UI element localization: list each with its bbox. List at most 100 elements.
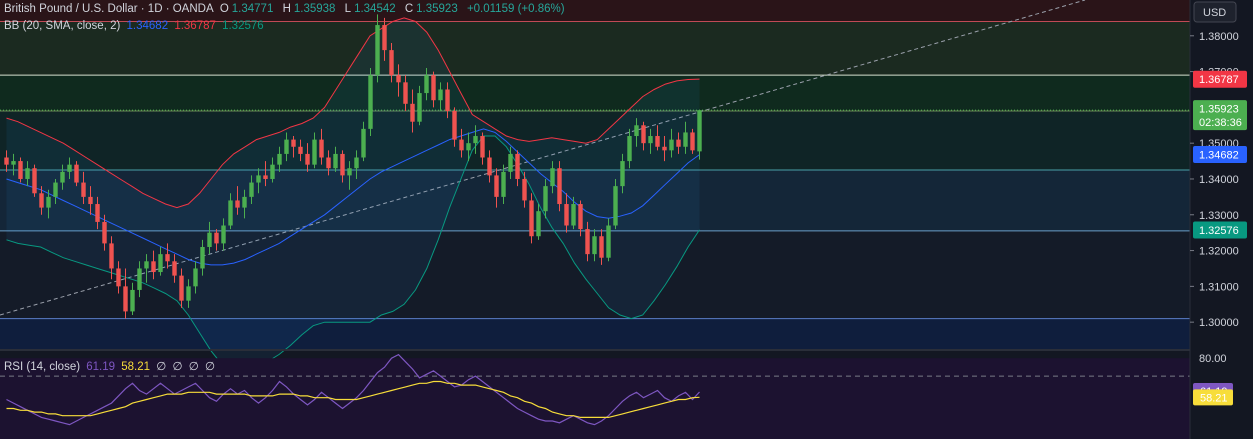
candle[interactable]	[263, 161, 268, 187]
candle[interactable]	[74, 161, 79, 187]
price-axis[interactable]: USD1.380001.370001.350001.340001.330001.…	[1189, 0, 1253, 439]
candle[interactable]	[312, 132, 317, 169]
candle[interactable]	[18, 157, 23, 183]
candle[interactable]	[102, 214, 107, 251]
candle[interactable]	[11, 153, 16, 176]
candle[interactable]	[144, 254, 149, 283]
candle[interactable]	[270, 157, 275, 183]
candle[interactable]	[137, 261, 142, 298]
price-badge[interactable]	[1193, 221, 1247, 239]
candle[interactable]	[228, 193, 233, 230]
rsi-badge[interactable]	[1193, 389, 1233, 406]
candle[interactable]	[431, 71, 436, 108]
candle[interactable]	[368, 68, 373, 137]
candle[interactable]	[613, 178, 618, 230]
candle[interactable]	[116, 261, 121, 294]
candle[interactable]	[410, 89, 415, 133]
candle[interactable]	[403, 75, 408, 111]
candle[interactable]	[165, 243, 170, 269]
candle[interactable]	[676, 132, 681, 154]
candle[interactable]	[235, 186, 240, 215]
candle[interactable]	[690, 128, 695, 154]
candle[interactable]	[326, 150, 331, 176]
candle[interactable]	[585, 221, 590, 262]
candle[interactable]	[648, 128, 653, 154]
candle[interactable]	[599, 229, 604, 265]
candlestick-series[interactable]	[4, 14, 702, 319]
price-badge[interactable]	[1193, 100, 1247, 131]
candle[interactable]	[361, 121, 366, 162]
candle[interactable]	[81, 171, 86, 205]
candle[interactable]	[375, 14, 380, 83]
candle[interactable]	[473, 125, 478, 154]
candle[interactable]	[620, 153, 625, 194]
candle[interactable]	[298, 139, 303, 162]
candle[interactable]	[123, 268, 128, 319]
candle[interactable]	[88, 186, 93, 215]
candle[interactable]	[207, 221, 212, 255]
candle[interactable]	[46, 189, 51, 219]
candle[interactable]	[550, 161, 555, 194]
price-badge[interactable]	[1193, 146, 1247, 164]
price-badge[interactable]	[1193, 70, 1247, 88]
candle[interactable]	[221, 218, 226, 251]
candle[interactable]	[95, 196, 100, 230]
candle[interactable]	[67, 157, 72, 179]
candle[interactable]	[417, 85, 422, 126]
candle[interactable]	[424, 68, 429, 101]
candle[interactable]	[333, 146, 338, 172]
candle[interactable]	[697, 109, 702, 160]
candle[interactable]	[60, 164, 65, 190]
candle[interactable]	[494, 168, 499, 208]
candle[interactable]	[515, 150, 520, 187]
candle[interactable]	[172, 254, 177, 283]
rsi-legend[interactable]: RSI (14, close) 61.19 58.21 ∅ ∅ ∅ ∅	[4, 359, 218, 373]
candle[interactable]	[543, 178, 548, 219]
candle[interactable]	[4, 150, 9, 172]
candle[interactable]	[158, 246, 163, 276]
candle[interactable]	[389, 42, 394, 83]
candle[interactable]	[480, 132, 485, 165]
rsi-pane[interactable]	[0, 349, 1253, 439]
candle[interactable]	[438, 82, 443, 111]
candle[interactable]	[452, 107, 457, 147]
candle[interactable]	[249, 175, 254, 205]
candle[interactable]	[32, 164, 37, 197]
candle[interactable]	[396, 64, 401, 97]
candle[interactable]	[508, 146, 513, 179]
candle[interactable]	[529, 193, 534, 244]
candle[interactable]	[340, 150, 345, 183]
candle[interactable]	[256, 168, 261, 194]
candle[interactable]	[347, 161, 352, 190]
candle[interactable]	[193, 261, 198, 294]
candle[interactable]	[662, 136, 667, 162]
candle[interactable]	[536, 204, 541, 240]
candle[interactable]	[459, 128, 464, 158]
candle[interactable]	[53, 178, 58, 205]
candle[interactable]	[39, 186, 44, 215]
trend-line[interactable]	[0, 0, 1086, 316]
bb-legend[interactable]: BB (20, SMA, close, 2) 1.34682 1.36787 1…	[4, 20, 267, 32]
candle[interactable]	[578, 200, 583, 237]
candle[interactable]	[242, 189, 247, 219]
candle[interactable]	[564, 193, 569, 233]
currency-label[interactable]: USD	[1203, 7, 1226, 19]
candle[interactable]	[277, 146, 282, 172]
candle[interactable]	[284, 132, 289, 162]
candle[interactable]	[151, 250, 156, 280]
candle[interactable]	[655, 125, 660, 151]
currency-button[interactable]	[1193, 1, 1237, 23]
candle[interactable]	[25, 161, 30, 187]
candle[interactable]	[634, 118, 639, 147]
candle[interactable]	[445, 82, 450, 119]
candle[interactable]	[627, 128, 632, 169]
candle[interactable]	[466, 132, 471, 162]
symbol-legend[interactable]: British Pound / U.S. Dollar · 1D · OANDA…	[4, 3, 568, 15]
candle[interactable]	[557, 161, 562, 212]
candle[interactable]	[683, 121, 688, 154]
candle[interactable]	[305, 143, 310, 172]
candle[interactable]	[592, 229, 597, 262]
candle[interactable]	[319, 128, 324, 165]
candle[interactable]	[669, 128, 674, 158]
candle[interactable]	[200, 239, 205, 276]
